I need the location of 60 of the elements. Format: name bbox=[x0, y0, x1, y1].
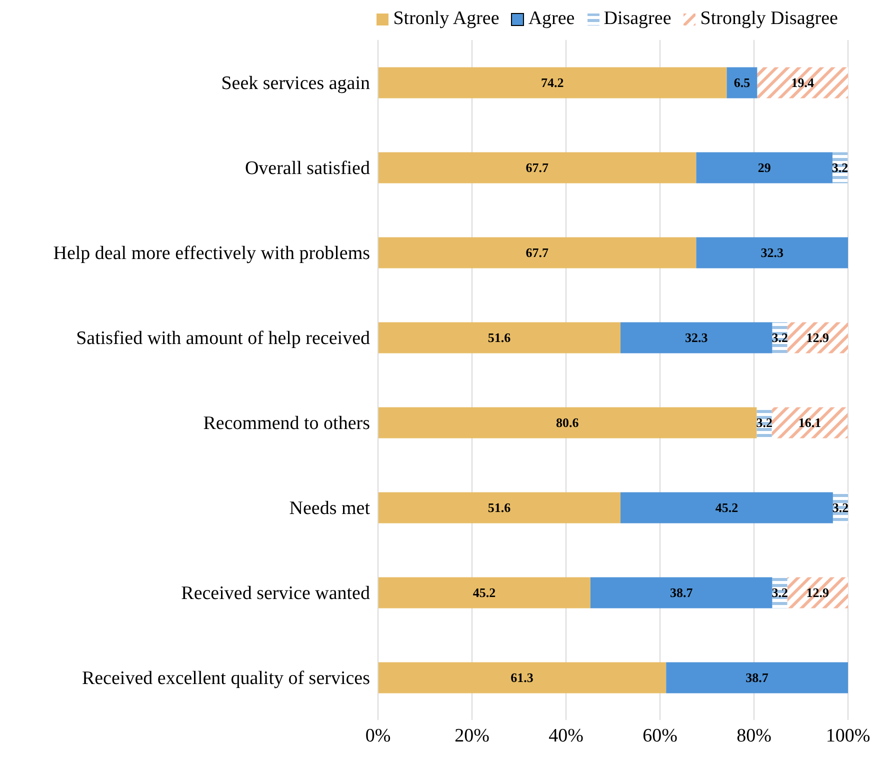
data-label: 45.2 bbox=[715, 500, 738, 516]
legend-label: Stronly Agree bbox=[392, 8, 500, 30]
bar bbox=[696, 237, 848, 268]
x-tick-label: 20% bbox=[454, 725, 490, 746]
data-label: 51.6 bbox=[488, 500, 512, 516]
data-label: 32.3 bbox=[760, 245, 784, 260]
data-label: 80.6 bbox=[556, 415, 580, 430]
legend-label: Strongly Disagree bbox=[699, 8, 838, 30]
data-label: 12.9 bbox=[806, 330, 830, 346]
data-label: 67.7 bbox=[526, 245, 549, 260]
bar bbox=[378, 577, 590, 608]
x-tick-label: 40% bbox=[548, 725, 584, 746]
data-label: 45.2 bbox=[472, 585, 496, 600]
x-tick-label: 0% bbox=[365, 725, 391, 746]
data-label: 3.2 bbox=[832, 160, 848, 176]
x-tick-label: 80% bbox=[736, 725, 772, 746]
bar bbox=[787, 322, 848, 354]
data-label: 3.2 bbox=[772, 585, 788, 600]
bar bbox=[378, 237, 696, 268]
y-tick-label: Help deal more effectively with problems bbox=[53, 243, 370, 264]
bar bbox=[787, 577, 848, 608]
bar bbox=[620, 322, 772, 354]
data-label: 3.2 bbox=[772, 330, 788, 346]
x-tick-label: 100% bbox=[826, 725, 870, 746]
bar bbox=[757, 67, 848, 98]
legend-label: Disagree bbox=[602, 8, 672, 30]
legend-label: Agree bbox=[527, 8, 575, 30]
data-label: 19.4 bbox=[791, 75, 815, 90]
y-tick-label: Needs met bbox=[289, 498, 371, 520]
bar bbox=[772, 407, 848, 438]
data-label: 74.2 bbox=[540, 75, 564, 90]
bar bbox=[590, 577, 772, 608]
y-tick-label: Overall satisfied bbox=[244, 158, 370, 180]
bar bbox=[378, 492, 621, 524]
data-label: 61.3 bbox=[510, 670, 534, 686]
bar bbox=[378, 322, 621, 354]
bar bbox=[666, 662, 848, 694]
bar bbox=[378, 407, 757, 438]
y-tick-label: Received service wanted bbox=[181, 583, 370, 604]
data-label: 38.7 bbox=[746, 670, 769, 686]
y-tick-label: Seek services again bbox=[221, 73, 370, 94]
bar bbox=[378, 67, 727, 98]
bar bbox=[378, 152, 696, 184]
data-label: 16.1 bbox=[798, 415, 822, 430]
data-label: 32.3 bbox=[685, 330, 708, 346]
bar bbox=[378, 662, 666, 694]
data-label: 12.9 bbox=[806, 585, 830, 600]
data-label: 51.6 bbox=[488, 330, 512, 346]
x-tick-label: 60% bbox=[642, 725, 678, 746]
data-label: 29 bbox=[758, 160, 772, 176]
data-label: 6.5 bbox=[734, 75, 751, 90]
y-tick-label: Received excellent quality of services bbox=[82, 668, 370, 690]
bar bbox=[620, 492, 833, 524]
bar bbox=[726, 67, 758, 98]
bar bbox=[696, 152, 832, 184]
data-label: 38.7 bbox=[670, 585, 694, 600]
data-label: 67.7 bbox=[526, 160, 549, 176]
y-tick-label: Satisfied with amount of help received bbox=[76, 328, 370, 350]
data-label: 3.2 bbox=[756, 415, 772, 430]
y-tick-label: Recommend to others bbox=[203, 413, 370, 434]
